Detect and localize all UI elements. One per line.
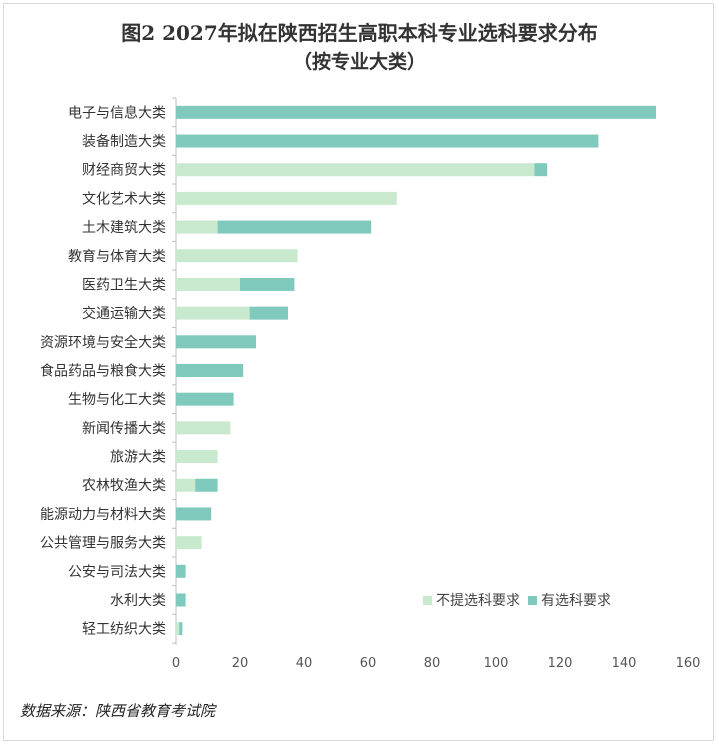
bar-no-requirement xyxy=(176,220,218,234)
legend-label-has-requirement: 有选科要求 xyxy=(541,593,611,609)
category-label: 公安与司法大类 xyxy=(68,564,166,580)
bar-no-requirement xyxy=(176,277,240,291)
chart-frame xyxy=(3,3,714,741)
legend: 不提选科要求 有选科要求 xyxy=(423,590,619,610)
legend-item-has-requirement: 有选科要求 xyxy=(528,590,611,610)
category-label: 轻工纺织大类 xyxy=(82,622,166,638)
category-label: 旅游大类 xyxy=(110,450,166,466)
bar-has-requirement xyxy=(176,593,186,607)
bar-no-requirement xyxy=(176,163,535,177)
x-tick-label: 80 xyxy=(424,656,441,671)
category-label: 交通运输大类 xyxy=(82,305,166,322)
legend-swatch-has-requirement xyxy=(528,595,537,605)
category-label: 医药卫生大类 xyxy=(82,277,166,293)
bar-has-requirement xyxy=(176,507,212,521)
category-label: 文化艺术大类 xyxy=(82,191,166,207)
legend-swatch-no-requirement xyxy=(423,595,432,605)
category-label: 生物与化工大类 xyxy=(68,392,166,408)
category-label: 食品药品与粮食大类 xyxy=(40,363,166,380)
chart-subtitle: （按专业大类） xyxy=(292,51,426,73)
chart-title: 图2 2027年拟在陕西招生高职本科专业选科要求分布 xyxy=(121,21,598,45)
category-label: 资源环境与安全大类 xyxy=(40,334,166,351)
bar-no-requirement xyxy=(176,450,218,464)
x-tick-label: 100 xyxy=(484,656,509,671)
x-tick-label: 120 xyxy=(548,656,573,671)
bar-has-requirement xyxy=(179,622,183,636)
category-label: 电子与信息大类 xyxy=(68,104,166,121)
data-source-note: 数据来源：陕西省教育考试院 xyxy=(20,702,216,720)
category-label: 农林牧渔大类 xyxy=(82,478,166,494)
bar-has-requirement xyxy=(217,220,372,234)
category-label: 公共管理与服务大类 xyxy=(40,536,166,552)
bar-has-requirement xyxy=(176,364,244,377)
category-label: 土木建筑大类 xyxy=(82,220,166,236)
bar-no-requirement xyxy=(176,536,202,550)
bar-has-requirement xyxy=(195,478,218,492)
category-label: 水利大类 xyxy=(110,593,166,609)
category-label: 能源动力与材料大类 xyxy=(40,507,166,523)
bar-no-requirement xyxy=(176,191,397,205)
bar-has-requirement xyxy=(176,564,186,578)
category-label: 财经商贸大类 xyxy=(82,163,166,179)
bar-no-requirement xyxy=(176,249,298,263)
bar-no-requirement xyxy=(176,306,250,320)
category-label: 教育与体育大类 xyxy=(68,249,166,265)
legend-item-no-requirement: 不提选科要求 xyxy=(423,590,520,610)
x-tick-label: 40 xyxy=(296,656,313,671)
bar-has-requirement xyxy=(176,105,656,119)
category-label: 装备制造大类 xyxy=(82,133,166,150)
bar-has-requirement xyxy=(534,163,548,177)
x-tick-label: 20 xyxy=(232,656,249,671)
bar-no-requirement xyxy=(176,421,231,435)
bar-has-requirement xyxy=(176,335,256,349)
x-tick-label: 140 xyxy=(612,656,637,671)
bar-no-requirement xyxy=(176,622,180,636)
bar-no-requirement xyxy=(176,478,196,492)
bar-has-requirement xyxy=(176,392,234,406)
x-tick-label: 0 xyxy=(172,656,180,671)
bar-has-requirement xyxy=(176,134,599,148)
x-tick-label: 60 xyxy=(360,656,377,671)
category-label: 新闻传播大类 xyxy=(82,421,166,437)
legend-label-no-requirement: 不提选科要求 xyxy=(436,593,520,609)
bar-has-requirement xyxy=(249,306,288,320)
bar-has-requirement xyxy=(240,277,295,291)
x-tick-label: 160 xyxy=(676,656,701,671)
